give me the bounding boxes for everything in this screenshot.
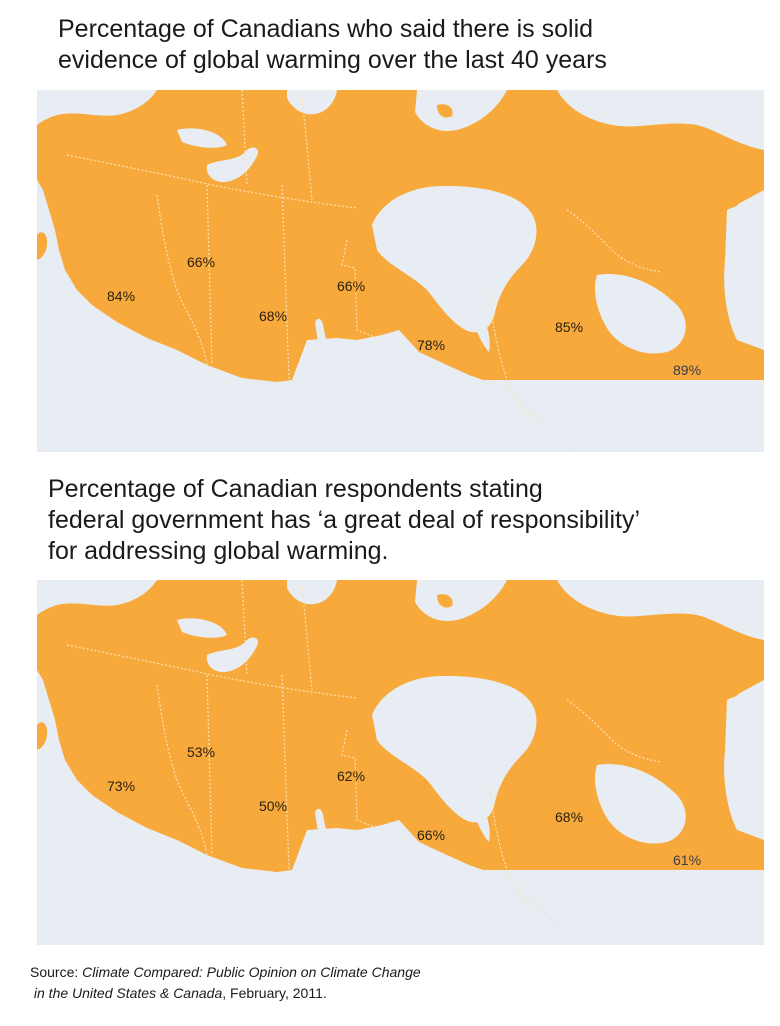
map1-island: [662, 272, 681, 286]
map1-title-line1: Percentage of Canadians who said there i…: [58, 15, 594, 43]
map1-water-body: [724, 190, 764, 350]
source-suffix: , February, 2011.: [222, 985, 327, 1001]
map1-value-ontario: 78%: [417, 337, 445, 353]
map1-province-border: [281, 184, 290, 381]
map1-water-body: [307, 380, 764, 452]
map2-water-body: [315, 808, 330, 848]
map1-value-saskatchewan: 68%: [259, 308, 287, 324]
map2-water-body: [206, 637, 259, 673]
map1-value-british-columbia: 84%: [107, 288, 135, 304]
map1-panel: 84% 66% 68% 66% 78% 85% 89%: [37, 90, 764, 452]
map1-province-border: [66, 154, 358, 209]
source-title-part1: Climate Compared: Public Opinion on Clim…: [82, 964, 421, 980]
map2-province-border: [66, 644, 358, 699]
map1-water-body: [37, 90, 157, 125]
map2-water-body: [177, 618, 227, 638]
map2-title-line3: for addressing global warming.: [48, 537, 389, 565]
map2-water-body: [372, 675, 537, 823]
map1-water-body: [177, 128, 227, 148]
map1-title-line2: evidence of global warming over the last…: [58, 46, 607, 74]
map2-value-manitoba: 62%: [337, 768, 365, 784]
map1-water-body: [206, 147, 259, 183]
map2-title-line1: Percentage of Canadian respondents stati…: [48, 475, 543, 503]
map1-value-alberta: 66%: [187, 254, 215, 270]
map2-province-border: [341, 729, 378, 829]
map2-water-body: [307, 870, 764, 942]
map2-title-line2: federal government has ‘a great deal of …: [48, 506, 641, 534]
map1-province-border: [341, 239, 378, 339]
map1-province-border: [566, 209, 663, 273]
map1-value-atlantic: 89%: [673, 362, 701, 378]
source-line1: Source: Climate Compared: Public Opinion…: [30, 962, 421, 983]
map1-water-body: [557, 90, 764, 150]
map2-province-border: [301, 584, 313, 691]
map2-province-border: [566, 699, 663, 763]
map2-value-atlantic: 61%: [673, 852, 701, 868]
map2-province-border: [156, 684, 208, 856]
map2-province-border: [281, 674, 290, 871]
map1-province-border: [488, 289, 543, 421]
map1-province-border: [156, 194, 208, 366]
map2-value-saskatchewan: 50%: [259, 798, 287, 814]
map2-value-alberta: 53%: [187, 744, 215, 760]
map1-island: [437, 104, 453, 118]
map1-water-body: [595, 274, 686, 354]
source-note: Source: Climate Compared: Public Opinion…: [30, 962, 421, 1004]
map1-svg: 84% 66% 68% 66% 78% 85% 89%: [37, 90, 764, 452]
map2-value-ontario: 66%: [417, 827, 445, 843]
map2-water-body: [37, 580, 157, 615]
map1-water-body: [287, 90, 337, 115]
map2-value-quebec: 68%: [555, 809, 583, 825]
map1-island: [712, 181, 743, 209]
map1-water-body: [372, 185, 537, 333]
map1-water-body: [315, 318, 330, 358]
map2-water-body: [287, 580, 337, 605]
map2-svg: 73% 53% 50% 62% 66% 68% 61%: [37, 580, 764, 945]
source-title-part2: in the United States & Canada: [33, 985, 223, 1001]
map1-island: [37, 232, 48, 260]
map1-value-quebec: 85%: [555, 319, 583, 335]
map2-water-body: [557, 580, 764, 640]
source-prefix: Source:: [30, 964, 83, 980]
map2-island: [662, 762, 681, 776]
map1-water-body: [457, 389, 507, 421]
map2-value-british-columbia: 73%: [107, 778, 135, 794]
map1-province-border: [301, 94, 313, 201]
map2-province-border: [488, 779, 543, 911]
map1-value-manitoba: 66%: [337, 278, 365, 294]
map2-island: [37, 722, 48, 750]
map2-island: [437, 594, 453, 608]
map2-water-body: [457, 879, 507, 911]
map2-water-body: [724, 680, 764, 840]
map1-water-body: [473, 310, 490, 352]
map2-title: Percentage of Canadian respondents stati…: [0, 474, 780, 567]
map2-water-body: [415, 580, 507, 621]
map1-water-body: [415, 90, 507, 131]
map2-water-body: [595, 764, 686, 844]
map2-panel: 73% 53% 50% 62% 66% 68% 61%: [37, 580, 764, 945]
map2-water-body: [473, 800, 490, 842]
map2-island: [712, 671, 743, 699]
map1-title: Percentage of Canadians who said there i…: [0, 14, 780, 76]
source-line2: in the United States & Canada, February,…: [30, 983, 421, 1004]
